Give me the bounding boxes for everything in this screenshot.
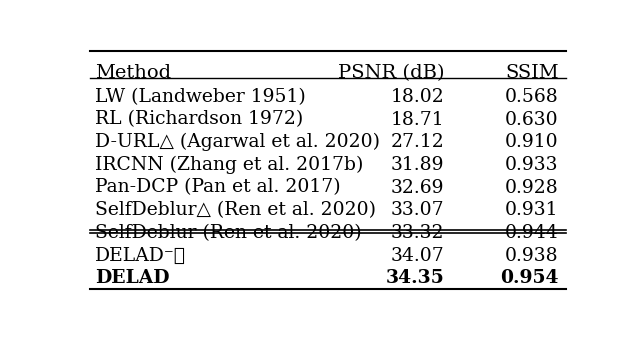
Text: SelfDeblur (Ren et al. 2020): SelfDeblur (Ren et al. 2020) — [95, 224, 362, 242]
Text: DELAD⁻ℛ: DELAD⁻ℛ — [95, 247, 186, 265]
Text: Pan-DCP (Pan et al. 2017): Pan-DCP (Pan et al. 2017) — [95, 178, 340, 196]
Text: Method: Method — [95, 64, 171, 82]
Text: 33.07: 33.07 — [391, 201, 445, 219]
Text: 0.938: 0.938 — [505, 247, 559, 265]
Text: 18.02: 18.02 — [391, 88, 445, 106]
Text: DELAD: DELAD — [95, 269, 170, 287]
Text: 0.568: 0.568 — [505, 88, 559, 106]
Text: 34.07: 34.07 — [391, 247, 445, 265]
Text: 0.954: 0.954 — [500, 269, 559, 287]
Text: 34.35: 34.35 — [386, 269, 445, 287]
Text: 33.32: 33.32 — [391, 224, 445, 242]
Text: 27.12: 27.12 — [391, 133, 445, 151]
Text: 18.71: 18.71 — [391, 111, 445, 129]
Text: 0.928: 0.928 — [505, 178, 559, 196]
Text: 31.89: 31.89 — [391, 156, 445, 174]
Text: RL (Richardson 1972): RL (Richardson 1972) — [95, 111, 303, 129]
Text: 0.944: 0.944 — [505, 224, 559, 242]
Text: IRCNN (Zhang et al. 2017b): IRCNN (Zhang et al. 2017b) — [95, 156, 364, 174]
Text: 0.910: 0.910 — [505, 133, 559, 151]
Text: SelfDeblur△ (Ren et al. 2020): SelfDeblur△ (Ren et al. 2020) — [95, 201, 376, 219]
Text: 0.933: 0.933 — [505, 156, 559, 174]
Text: LW (Landweber 1951): LW (Landweber 1951) — [95, 88, 306, 106]
Text: PSNR (dB): PSNR (dB) — [338, 64, 445, 82]
Text: 0.630: 0.630 — [505, 111, 559, 129]
Text: 0.931: 0.931 — [505, 201, 559, 219]
Text: SSIM: SSIM — [505, 64, 559, 82]
Text: D-URL△ (Agarwal et al. 2020): D-URL△ (Agarwal et al. 2020) — [95, 133, 380, 151]
Text: 32.69: 32.69 — [391, 178, 445, 196]
